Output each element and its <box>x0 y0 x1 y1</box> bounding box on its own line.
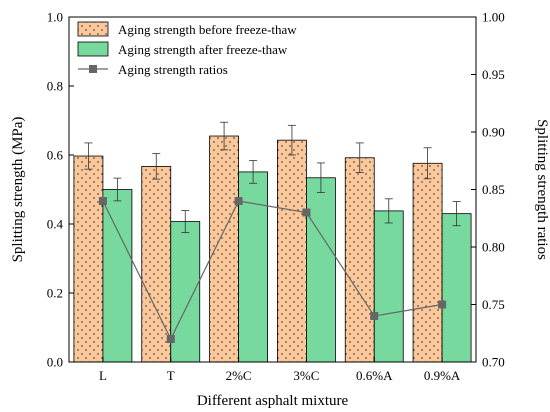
y2-tick-label: 0.80 <box>482 240 505 255</box>
y-tick-label: 1.0 <box>47 10 63 25</box>
y2-tick-label: 1.00 <box>482 10 505 25</box>
legend: Aging strength before freeze-thaw Aging … <box>77 21 297 77</box>
x-tick-label: L <box>99 368 107 383</box>
bar-before-0 <box>73 155 104 363</box>
x-axis: L T 2%C 3%C 0.6%A 0.9%A <box>99 357 461 383</box>
left-axis: 0.0 0.2 0.4 0.6 0.8 1.0 <box>47 10 74 370</box>
y-tick-label: 0.0 <box>47 355 63 370</box>
y2-axis-title: Splitting strength ratios <box>534 119 550 260</box>
error-bar-after-0 <box>113 177 122 202</box>
error-bar-before-5 <box>423 147 432 180</box>
error-bar-before-2 <box>220 121 229 151</box>
ratio-point-5 <box>438 300 447 309</box>
legend-label-before: Aging strength before freeze-thaw <box>118 22 297 37</box>
error-bar-before-4 <box>355 142 364 173</box>
bar-after-0 <box>102 189 133 363</box>
error-bar-after-4 <box>384 198 393 224</box>
y2-tick-label: 0.85 <box>482 182 505 197</box>
y-tick-label: 0.2 <box>47 286 63 301</box>
ratio-point-2 <box>234 197 243 205</box>
right-axis: 0.70 0.75 0.80 0.85 0.90 0.95 1.00 <box>471 10 505 370</box>
ratio-point-1 <box>166 335 175 343</box>
ratio-point-4 <box>370 312 379 320</box>
y-tick-label: 0.6 <box>47 148 64 163</box>
ratio-line <box>102 200 443 341</box>
error-bar-after-1 <box>181 210 190 234</box>
bar-after-3 <box>306 177 336 363</box>
y-axis-title: Splitting strength (MPa) <box>10 117 26 263</box>
x-axis-title: Different asphalt mixture <box>197 393 349 409</box>
error-bar-after-2 <box>249 160 258 184</box>
x-tick-label: 0.9%A <box>424 368 461 383</box>
y-tick-label: 0.8 <box>47 79 63 94</box>
legend-swatch-after <box>77 41 109 57</box>
bar-after-1 <box>170 221 201 363</box>
x-tick-label: 2%C <box>226 368 252 383</box>
y2-tick-label: 0.75 <box>482 297 505 312</box>
bar-before-3 <box>277 139 307 363</box>
x-tick-label: 3%C <box>293 368 319 383</box>
error-bar-before-3 <box>287 124 296 156</box>
y2-tick-label: 0.70 <box>482 355 505 370</box>
bars-layer <box>73 135 472 363</box>
error-bars-layer <box>84 121 461 234</box>
y-tick-label: 0.4 <box>47 217 64 232</box>
error-bar-before-1 <box>152 153 161 180</box>
x-tick-label: T <box>167 368 175 383</box>
ratio-line-layer <box>98 197 447 343</box>
bar-before-1 <box>141 165 172 363</box>
bar-after-5 <box>441 213 472 363</box>
ratio-point-0 <box>98 197 107 205</box>
y2-tick-label: 0.95 <box>482 67 505 82</box>
error-bar-before-0 <box>84 142 93 170</box>
bar-before-2 <box>209 135 239 363</box>
legend-marker-ratios <box>89 65 97 73</box>
bar-before-5 <box>412 162 443 363</box>
legend-swatch-before <box>77 21 109 37</box>
x-tick-label: 0.6%A <box>356 368 393 383</box>
error-bar-after-5 <box>452 201 461 227</box>
bar-after-4 <box>373 210 404 363</box>
legend-label-after: Aging strength after freeze-thaw <box>118 42 288 57</box>
bar-before-4 <box>344 157 375 363</box>
y2-tick-label: 0.90 <box>482 125 505 140</box>
bar-after-2 <box>238 171 268 363</box>
legend-label-ratios: Aging strength ratios <box>118 62 228 77</box>
ratio-point-3 <box>302 208 311 217</box>
error-bar-after-3 <box>316 162 325 194</box>
